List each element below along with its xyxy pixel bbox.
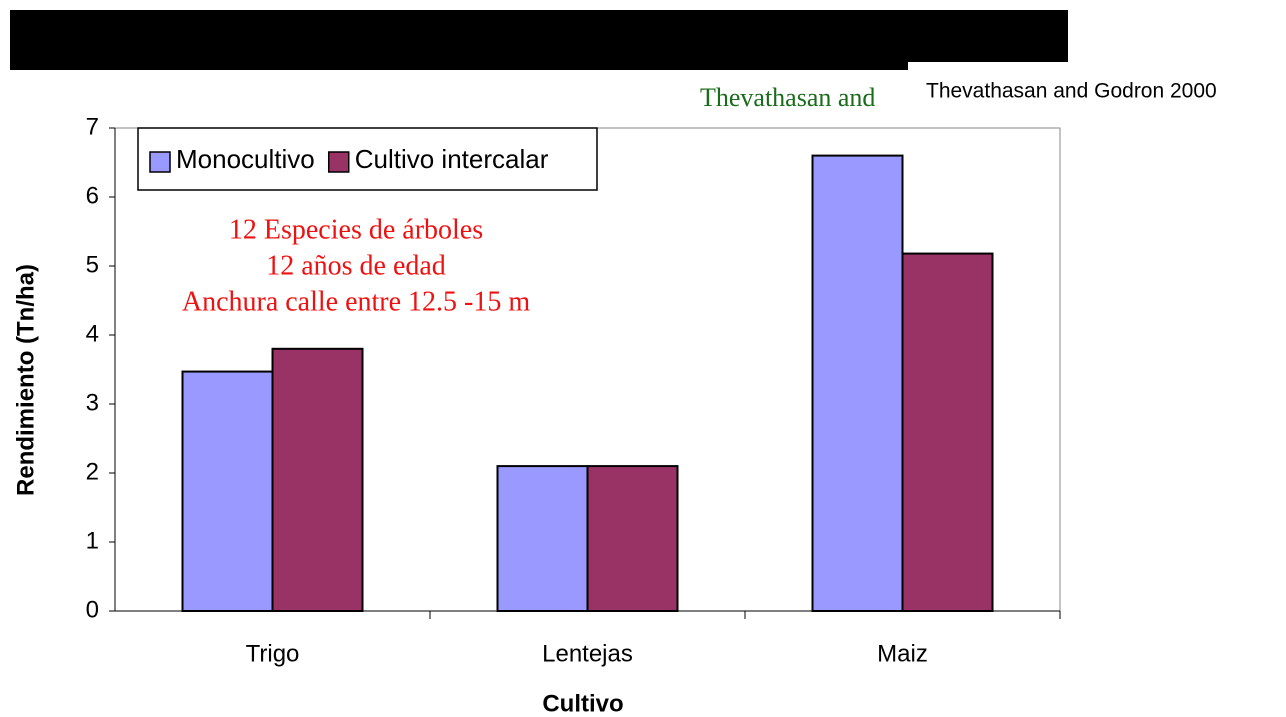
annotation: Anchura calle entre 12.5 -15 m (182, 286, 531, 317)
x-tick-label: Maiz (877, 640, 928, 667)
legend-label: Cultivo intercalar (355, 144, 549, 174)
bar (271, 347, 364, 612)
legend-swatch (149, 151, 171, 173)
x-axis-label: Cultivo (542, 690, 623, 717)
source-partial: Thevathasan and (700, 83, 875, 112)
source-box (908, 62, 1286, 114)
x-tick-label: Trigo (246, 640, 300, 667)
annotation: 12 años de edad (266, 250, 446, 281)
y-tick-label: 2 (86, 458, 99, 485)
y-tick-label: 7 (86, 113, 99, 140)
y-tick-label: 3 (86, 389, 99, 416)
y-tick-label: 6 (86, 182, 99, 209)
legend-box (137, 127, 598, 191)
source: Thevathasan and Godron 2000 (926, 80, 1217, 103)
y-tick-label: 4 (86, 320, 99, 347)
y-tick-label: 5 (86, 251, 99, 278)
legend-label: Monocultivo (176, 144, 315, 174)
redaction (10, 10, 1068, 70)
legend-swatch (327, 151, 350, 173)
annotation: 12 Especies de árboles (229, 214, 483, 245)
bar (901, 252, 994, 613)
bar (181, 370, 274, 612)
y-tick-label: 0 (86, 596, 99, 623)
bar (496, 465, 589, 612)
bar (811, 154, 904, 612)
y-axis-label: Rendimiento (Tn/ha) (12, 264, 39, 496)
y-tick-label: 1 (86, 527, 99, 554)
bar (586, 465, 679, 612)
x-tick-label: Lentejas (542, 640, 633, 667)
